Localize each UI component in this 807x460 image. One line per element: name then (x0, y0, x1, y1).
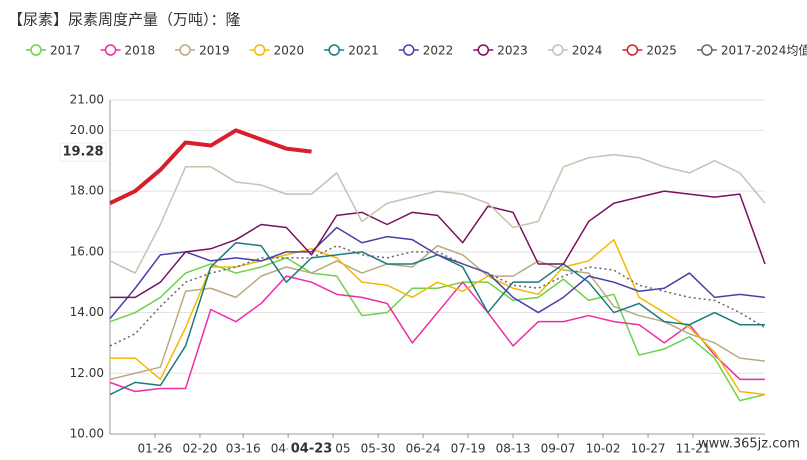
legend-label: 2018 (125, 44, 156, 58)
series-line (109, 128, 312, 206)
y-tick-label: 10.00 (70, 427, 104, 441)
y-tick-label: 18.00 (70, 184, 104, 198)
y-tick-label: 20.00 (70, 123, 104, 137)
legend-marker (402, 44, 415, 56)
x-tick-label: 07-19 (451, 442, 486, 456)
series-line (109, 244, 766, 347)
legend-label: 2017-2024均值 (721, 43, 807, 58)
legend-marker (104, 44, 117, 56)
y-tick-label: 21.00 (70, 93, 104, 107)
legend-marker (477, 44, 490, 56)
x-tick-label: 11-21 (676, 442, 711, 456)
legend-marker (253, 44, 266, 56)
series-line (110, 238, 766, 396)
x-tick-label: 03-16 (226, 442, 261, 456)
highlight-bg (287, 438, 336, 460)
x-tick-label: 06-24 (406, 442, 441, 456)
chart-title: 【尿素】尿素周度产量（万吨）：隆 (8, 11, 241, 29)
legend-label: 2022 (423, 44, 454, 58)
legend-label: 2024 (572, 44, 603, 58)
legend-marker (179, 44, 191, 56)
legend-label: 2021 (348, 44, 379, 58)
legend-marker (626, 44, 639, 56)
y-tick-label: 12.00 (70, 366, 104, 380)
legend-marker (328, 44, 340, 56)
x-tick-label: 08-13 (496, 442, 531, 456)
x-tick-label: 10-27 (631, 442, 666, 456)
series-line (110, 190, 766, 299)
x-tick-label: 01-26 (138, 442, 173, 456)
current-value: 19.28 (62, 145, 103, 160)
x-tick-label: 10-02 (586, 442, 621, 456)
y-tick-label: 14.00 (70, 305, 104, 319)
series-line (109, 275, 765, 393)
legend-label: 2025 (646, 44, 677, 58)
legend-label: 2023 (497, 44, 528, 58)
legend-label: 2019 (199, 44, 230, 58)
value-badge (59, 142, 107, 162)
legend-marker (30, 44, 42, 56)
x-tick-label: 09-07 (541, 442, 576, 456)
legend-marker (701, 44, 713, 56)
series-line (109, 153, 766, 274)
highlight-date: 04-23 (291, 442, 333, 457)
legend-label: 2020 (274, 44, 305, 58)
watermark: www.365jz.com (698, 437, 800, 452)
legend-marker (552, 44, 564, 56)
series-line (109, 244, 766, 381)
y-tick-label: 16.00 (70, 244, 104, 258)
legend-label: 2017 (50, 44, 81, 58)
x-tick-label: 05-30 (361, 442, 396, 456)
x-tick-label: 02-20 (183, 442, 218, 456)
series-line (109, 257, 766, 402)
